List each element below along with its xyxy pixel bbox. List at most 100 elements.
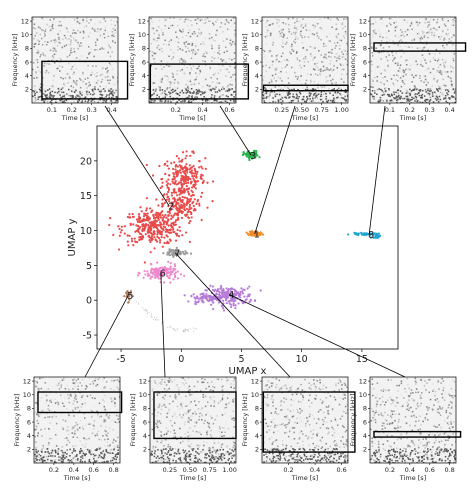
noise-pixel: [159, 89, 161, 91]
noise-pixel: [447, 28, 449, 31]
cluster-point: [145, 207, 148, 210]
noise-pixel: [432, 57, 435, 59]
noise-pixel: [92, 383, 95, 385]
noise-pixel: [187, 87, 190, 90]
cluster-point: [148, 274, 151, 277]
noise-pixel: [214, 88, 216, 90]
cluster-point: [193, 296, 196, 299]
noise-pixel: [377, 100, 379, 103]
noise-pixel: [410, 64, 412, 67]
noise-pixel: [280, 101, 282, 103]
cluster-point: [143, 269, 146, 273]
noise-pixel: [158, 85, 160, 88]
noise-pixel: [113, 389, 115, 391]
noise-pixel: [401, 102, 404, 103]
noise-pixel: [72, 95, 74, 97]
cluster-point: [158, 164, 161, 168]
noise-pixel: [415, 60, 417, 63]
noise-pixel: [213, 90, 216, 92]
noise-pixel: [171, 58, 173, 60]
noise-pixel: [390, 99, 393, 102]
stray-point: [183, 331, 185, 333]
noise-pixel: [229, 88, 231, 91]
noise-pixel: [101, 461, 103, 463]
cluster-point: [181, 151, 185, 154]
cluster-point: [123, 225, 126, 228]
noise-pixel: [83, 438, 86, 441]
noise-pixel: [189, 72, 191, 74]
selection-box: [262, 84, 349, 92]
noise-pixel: [54, 39, 57, 41]
noise-pixel: [320, 39, 322, 41]
noise-pixel: [103, 455, 105, 457]
cluster-point: [193, 167, 196, 170]
cluster-point: [162, 272, 165, 275]
noise-pixel: [44, 40, 46, 43]
noise-pixel: [191, 24, 193, 26]
noise-pixel: [106, 94, 108, 96]
noise-pixel: [198, 90, 201, 92]
noise-pixel: [196, 444, 198, 447]
noise-pixel: [200, 451, 203, 453]
noise-pixel: [201, 407, 204, 409]
noise-pixel: [453, 17, 456, 19]
noise-pixel: [36, 39, 39, 41]
cluster-point: [176, 173, 179, 176]
noise-pixel: [173, 429, 175, 432]
noise-pixel: [235, 86, 236, 89]
stray-point: [173, 328, 175, 330]
noise-pixel: [425, 84, 428, 86]
cluster-point: [165, 180, 168, 183]
cluster-point: [174, 239, 178, 242]
noise-pixel: [319, 73, 321, 75]
noise-pixel: [205, 78, 207, 81]
noise-pixel: [406, 100, 408, 103]
noise-pixel: [77, 429, 79, 432]
noise-pixel: [234, 442, 236, 444]
noise-pixel: [262, 93, 264, 96]
noise-pixel: [64, 43, 67, 46]
noise-pixel: [341, 56, 344, 58]
noise-pixel: [406, 59, 408, 61]
noise-pixel: [175, 395, 178, 398]
noise-pixel: [183, 72, 186, 75]
noise-pixel: [262, 79, 265, 81]
noise-pixel: [268, 24, 271, 27]
noise-pixel: [151, 51, 154, 53]
cluster-point: [182, 175, 185, 179]
noise-pixel: [318, 50, 320, 52]
cluster-point: [223, 292, 226, 295]
noise-pixel: [188, 43, 191, 45]
noise-pixel: [441, 58, 444, 61]
noise-pixel: [316, 66, 319, 69]
noise-pixel: [373, 98, 375, 100]
noise-pixel: [89, 93, 92, 95]
noise-pixel: [418, 89, 420, 92]
noise-pixel: [435, 95, 438, 98]
cluster-8-points: [347, 231, 382, 239]
noise-pixel: [370, 42, 373, 44]
noise-pixel: [60, 457, 63, 459]
noise-pixel: [107, 438, 109, 440]
noise-pixel: [72, 403, 74, 405]
noise-pixel: [401, 41, 404, 43]
stray-point: [184, 328, 186, 330]
cluster-point: [180, 181, 183, 184]
noise-pixel: [387, 66, 390, 68]
noise-pixel: [396, 101, 398, 103]
noise-pixel: [371, 89, 374, 92]
noise-pixel: [212, 39, 214, 41]
y-tick-label: 0: [86, 296, 92, 307]
noise-pixel: [168, 387, 171, 390]
noise-pixel: [63, 100, 66, 102]
noise-pixel: [91, 99, 93, 102]
noise-pixel: [411, 46, 413, 49]
noise-pixel: [439, 63, 442, 66]
noise-pixel: [72, 80, 75, 82]
cluster-point: [161, 270, 164, 273]
noise-pixel: [35, 411, 37, 414]
noise-pixel: [296, 51, 298, 53]
noise-pixel: [164, 92, 166, 95]
noise-pixel: [371, 63, 373, 66]
noise-pixel: [197, 408, 200, 410]
